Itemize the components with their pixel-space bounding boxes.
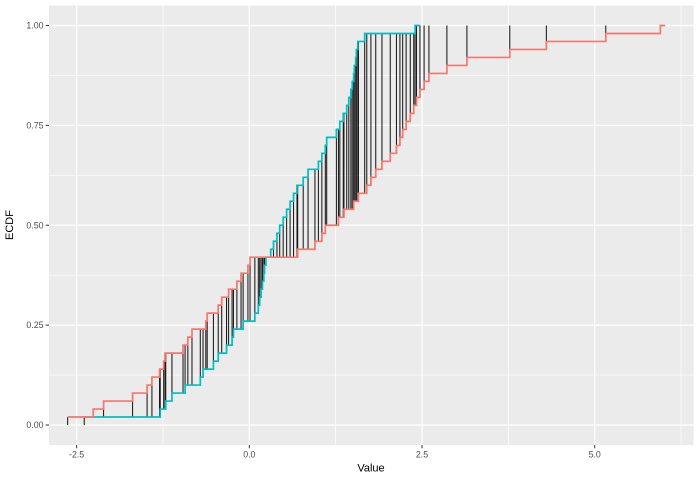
y-tick-label: 0.50	[26, 220, 43, 230]
y-tick-label: 1.00	[26, 21, 43, 31]
x-axis-title: Value	[357, 463, 384, 475]
red-ecdf-curve	[67, 24, 666, 418]
axis-tick-marks	[45, 24, 596, 449]
major-gridlines	[49, 5, 694, 445]
y-tick-label: 0.00	[26, 420, 43, 430]
y-tick-label: 0.75	[26, 120, 43, 130]
x-axis-tick-labels: -2.5 0.0 2.5 5.0	[69, 450, 601, 460]
x-tick-label: 2.5	[416, 450, 428, 460]
x-tick-label: 5.0	[589, 450, 601, 460]
y-tick-label: 0.25	[26, 320, 43, 330]
y-axis-title: ECDF	[4, 210, 16, 240]
y-axis-tick-labels: 0.00 0.25 0.50 0.75 1.00	[26, 21, 43, 431]
x-tick-label: -2.5	[69, 450, 84, 460]
cyan-ecdf-curve	[84, 24, 420, 418]
x-tick-label: 0.0	[243, 450, 255, 460]
